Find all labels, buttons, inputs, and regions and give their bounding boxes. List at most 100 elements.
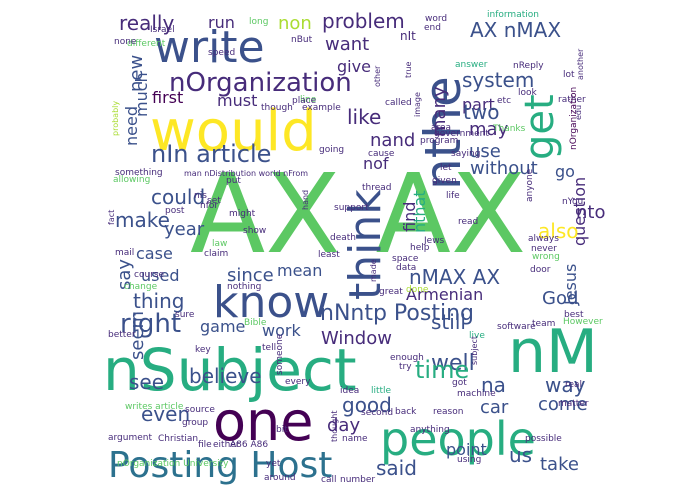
word-ax-nmax: AX nMAX: [470, 18, 561, 42]
word-us: us: [509, 443, 532, 467]
word-made: made: [369, 259, 378, 282]
word-a86-a86: A86 A86: [230, 440, 268, 450]
word-better: better: [108, 330, 136, 340]
word-since: since: [227, 265, 274, 286]
word-really: really: [119, 11, 174, 35]
word-nof: nof: [363, 154, 389, 173]
word-least: least: [318, 250, 340, 260]
word-said: said: [376, 456, 417, 480]
word-government: government: [434, 129, 489, 139]
word-write: write: [154, 22, 265, 73]
word-using: using: [457, 455, 481, 465]
word-put: put: [226, 176, 241, 186]
word-key: key: [195, 345, 211, 355]
word-people: people: [380, 412, 536, 466]
word-even: even: [141, 402, 190, 426]
word-true: true: [404, 62, 413, 78]
word-many: many: [429, 86, 450, 137]
word-call: call: [321, 475, 336, 485]
word-believe: believe: [189, 364, 262, 388]
word-let: let: [440, 163, 452, 173]
word-come: come: [538, 394, 588, 415]
word-little: little: [371, 386, 392, 396]
word-file: file: [198, 440, 212, 450]
word-either: either: [213, 440, 240, 450]
word-death: death: [330, 233, 356, 243]
word-christian: Christian: [158, 434, 198, 444]
word-long: long: [249, 17, 268, 27]
word-bit: bit: [276, 425, 288, 435]
word-car: car: [480, 397, 509, 418]
word-life: life: [446, 191, 460, 201]
word-without: without: [470, 158, 538, 179]
word-case: case: [136, 244, 173, 263]
word-going: going: [319, 145, 344, 155]
word-law: law: [212, 239, 227, 249]
word-nothing: nothing: [227, 282, 261, 292]
word-area: area: [431, 123, 451, 133]
word-got: got: [452, 378, 467, 388]
word-give: give: [337, 57, 371, 76]
word-enough: enough: [390, 353, 424, 363]
word-also: also: [538, 219, 578, 243]
word-jesus: Jesus: [561, 264, 580, 306]
word-nsubject: nSubject: [103, 336, 357, 404]
word-line: line: [300, 95, 317, 105]
word-matter: matter: [558, 399, 589, 409]
word-first: first: [152, 88, 183, 107]
word-like: like: [347, 105, 381, 129]
word-thanks: Thanks: [492, 124, 526, 134]
word-israel: Israel: [150, 25, 175, 35]
word-nm: nM: [508, 317, 598, 387]
word-number: number: [340, 475, 375, 485]
word-system: system: [462, 68, 534, 92]
word-other: other: [373, 65, 382, 87]
word-back: back: [395, 407, 417, 417]
word-read: read: [458, 217, 478, 227]
word-game: game: [200, 317, 245, 336]
word-team: team: [532, 319, 555, 329]
word-used: used: [141, 266, 179, 285]
word-might: might: [229, 209, 256, 219]
word-nis: nis: [194, 191, 207, 201]
word-nin-article: nIn article: [151, 140, 271, 168]
word-speed: speed: [208, 48, 235, 58]
word-argument: argument: [108, 433, 152, 443]
word-new: new: [126, 55, 147, 92]
word-change: change: [124, 282, 158, 292]
word-could: could: [151, 185, 205, 209]
word-use: use: [469, 141, 501, 162]
word-fact: fact: [107, 210, 116, 225]
word-posting-host: Posting Host: [108, 445, 332, 486]
word-probably: probably: [111, 101, 120, 136]
word-machine: machine: [457, 389, 496, 399]
word-work: work: [262, 321, 301, 340]
word-space: space: [392, 254, 419, 264]
word-something: something: [115, 168, 163, 178]
word-saying: saying: [451, 149, 480, 159]
word-second: second: [361, 408, 393, 418]
word-think: think: [340, 189, 391, 300]
word-subject: subject: [470, 336, 479, 365]
word-right: right: [120, 309, 181, 339]
word-nnntp-posting: nNntp Posting: [320, 301, 474, 326]
word-say: say: [114, 259, 135, 290]
word-show: show: [243, 226, 266, 236]
word-non: non: [278, 13, 312, 34]
word-always: always: [528, 234, 559, 244]
word-however: However: [563, 317, 603, 327]
word-nreply: nReply: [513, 61, 544, 71]
word-answer: answer: [455, 60, 488, 70]
word-norganization: nOrganization: [169, 68, 352, 98]
word-hand: hand: [301, 190, 310, 210]
word-would: would: [150, 99, 317, 164]
word-door: door: [530, 265, 551, 275]
word-group: group: [182, 418, 208, 428]
word-make: make: [115, 208, 170, 232]
word-armenian: Armenian: [406, 285, 483, 304]
word-nto: nto: [576, 202, 605, 223]
word-information: information: [487, 10, 539, 20]
word-bible: Bible: [244, 318, 267, 328]
word-cause: cause: [368, 149, 395, 159]
word-etc: etc: [497, 96, 511, 106]
